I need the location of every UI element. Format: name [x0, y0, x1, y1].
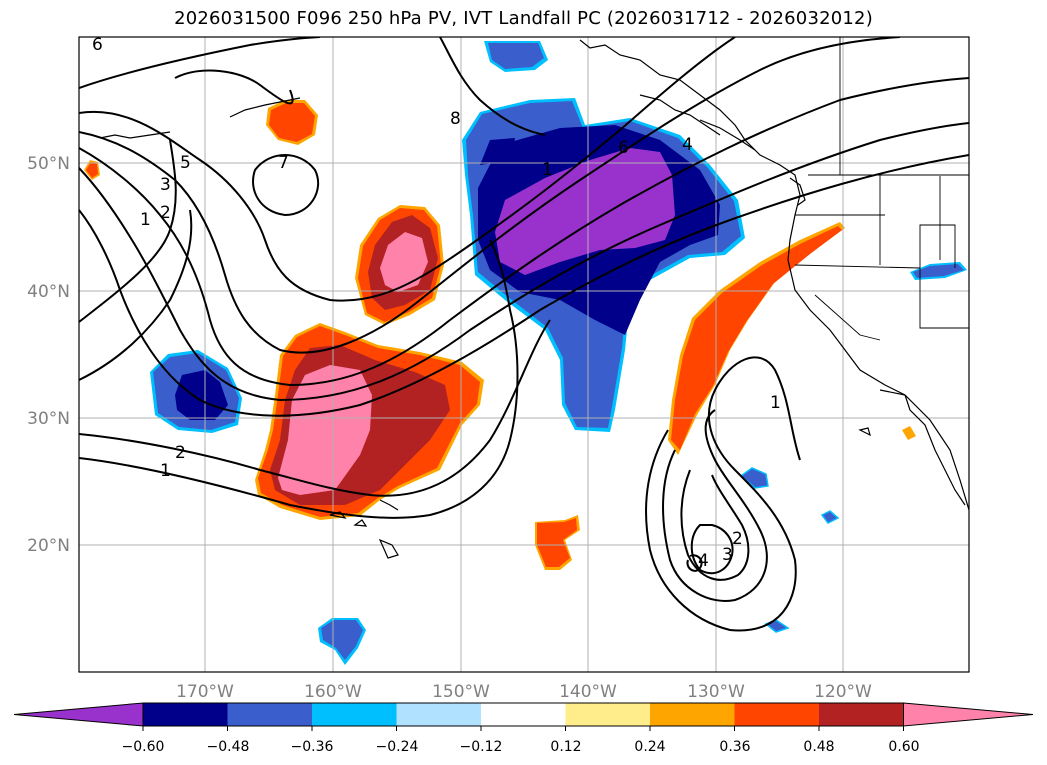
colorbar-cell [734, 703, 820, 726]
contour-label: 1 [770, 393, 781, 413]
colorbar-tick-label: 0.60 [888, 739, 919, 755]
negative-anomaly-west [150, 350, 242, 433]
colorbar-tick-label: −0.60 [122, 739, 165, 755]
contour-label: 3 [160, 175, 171, 195]
colorbar-cell [650, 703, 735, 726]
gridlines [79, 37, 969, 672]
lon-label-140w: 140°W [559, 682, 617, 702]
colorbar-cell [565, 703, 651, 726]
contour-label: 7 [278, 153, 289, 173]
lat-label-20n: 20°N [27, 536, 70, 556]
lon-label-160w: 160°W [304, 682, 362, 702]
negative-anomaly-specks [318, 467, 840, 665]
colorbar-tick-label: −0.12 [460, 739, 503, 755]
contour-label: 8 [450, 109, 461, 129]
contour-label: 1 [542, 160, 553, 180]
colorbar-cell [227, 703, 313, 726]
contour-label: 3 [722, 545, 733, 565]
contour-label: 2 [175, 443, 186, 463]
colorbar-extend-left [13, 702, 144, 727]
lon-label-150w: 150°W [432, 682, 490, 702]
longitude-labels: 170°W 160°W 150°W 140°W 130°W 120°W [176, 682, 872, 702]
colorbar: −0.60 −0.48 −0.36 −0.24 −0.12 0.12 0.24 … [13, 702, 1034, 755]
contour-label: 5 [180, 153, 191, 173]
colorbar-tick-label: −0.48 [207, 739, 250, 755]
colorbar-tick-labels: −0.60 −0.48 −0.36 −0.24 −0.12 0.12 0.24 … [122, 739, 920, 755]
contour-label: 1 [140, 210, 151, 230]
colorbar-tick-label: 0.24 [634, 739, 665, 755]
colorbar-tick-label: −0.36 [291, 739, 334, 755]
colorbar-tick-label: −0.24 [376, 739, 419, 755]
plot-frame [78, 36, 970, 673]
lon-label-170w: 170°W [176, 682, 234, 702]
negative-anomaly-north [462, 41, 967, 432]
contour-label: 4 [698, 551, 709, 571]
contour-label: 6 [92, 35, 103, 55]
colorbar-cell [481, 703, 566, 726]
colorbar-tick-label: 0.36 [719, 739, 750, 755]
positive-anomaly-east [668, 222, 845, 455]
coastlines [99, 39, 969, 559]
contours [79, 37, 969, 632]
latitude-labels: 50°N 40°N 30°N 20°N [27, 154, 70, 556]
colorbar-tick-label: 0.48 [803, 739, 834, 755]
lat-label-50n: 50°N [27, 154, 70, 174]
contour-labels: 6 8 5 3 2 1 7 1 6 4 2 1 1 2 3 4 [92, 35, 781, 571]
colorbar-cell [396, 703, 482, 726]
lat-label-30n: 30°N [27, 409, 70, 429]
colorbar-cells [13, 702, 1034, 727]
contour-label: 4 [682, 135, 693, 155]
colorbar-cell [312, 703, 397, 726]
colorbar-ticks [142, 726, 904, 731]
lon-label-130w: 130°W [687, 682, 745, 702]
colorbar-tick-label: 0.12 [550, 739, 581, 755]
lon-label-120w: 120°W [814, 682, 872, 702]
contour-label: 2 [160, 203, 171, 223]
positive-anomaly-small [84, 100, 916, 570]
colorbar-extend-right [903, 702, 1034, 727]
state-borders [794, 37, 969, 341]
contour-label: 1 [160, 461, 171, 481]
colorbar-cell [143, 703, 228, 726]
colorbar-cell [819, 703, 904, 726]
contour-label: 6 [618, 138, 629, 158]
map-title: 2026031500 F096 250 hPa PV, IVT Landfall… [174, 8, 873, 29]
contour-label: 2 [732, 529, 743, 549]
lat-label-40n: 40°N [27, 282, 70, 302]
colorbar-outline [142, 702, 904, 727]
